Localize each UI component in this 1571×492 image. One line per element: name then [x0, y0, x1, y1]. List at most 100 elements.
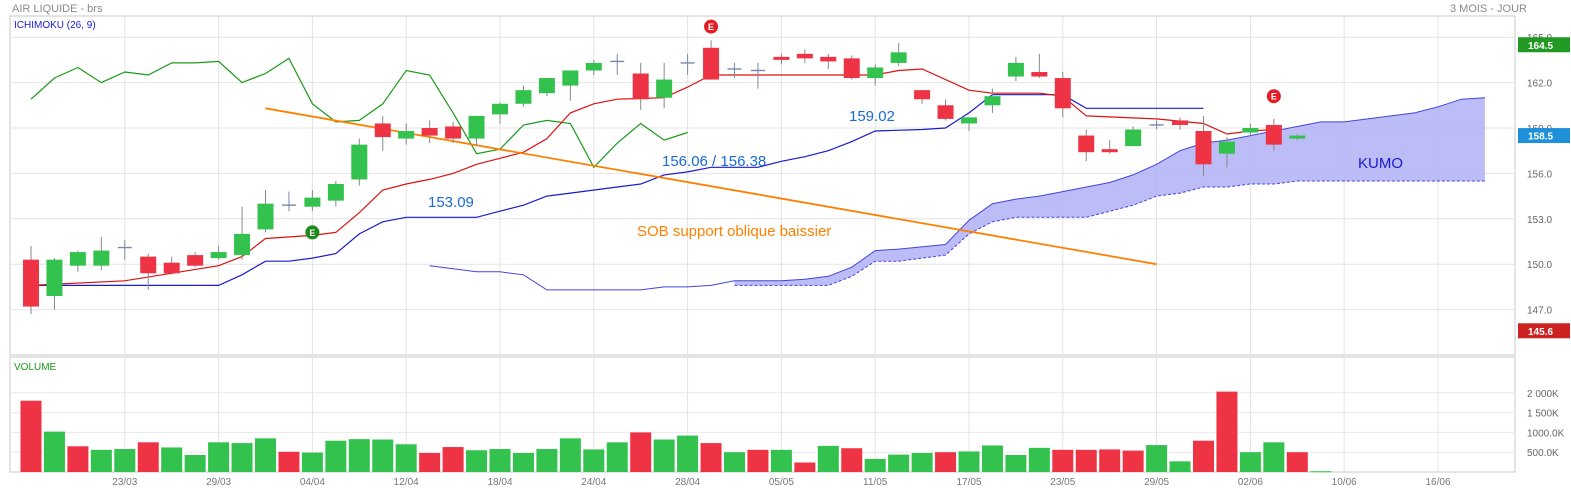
indicator-label: ICHIMOKU (26, 9) [14, 20, 96, 31]
candle [1031, 53, 1048, 79]
volume-bar [466, 450, 488, 472]
signal-marker: E [305, 225, 320, 240]
candle [327, 180, 344, 207]
volume-bar [1310, 471, 1332, 473]
candle [398, 123, 415, 145]
candle-body [492, 103, 508, 115]
volume-bar [442, 447, 464, 472]
candle-body [1054, 78, 1071, 109]
candle [515, 85, 532, 107]
candle-body [1172, 120, 1189, 125]
volume-bar [114, 449, 136, 472]
candle-body [1125, 129, 1142, 147]
candle [796, 49, 813, 63]
volume-bar [372, 439, 394, 472]
annotation-159-02: 159.02 [849, 108, 895, 125]
candle-body [1265, 124, 1282, 145]
price-badge-label: 158.5 [1528, 132, 1553, 143]
candle [562, 70, 579, 101]
volume-bar [20, 400, 42, 472]
candle [843, 55, 860, 80]
candle-body [796, 53, 813, 59]
candle [538, 78, 555, 97]
volume-label: VOLUME [14, 362, 57, 373]
candle-body [23, 259, 39, 307]
candle [1265, 118, 1282, 151]
candle [46, 258, 63, 310]
volume-bar [583, 449, 605, 472]
volume-bar [184, 454, 206, 472]
candle [23, 246, 39, 315]
volume-bar [1005, 454, 1027, 472]
volume-bar [419, 452, 441, 472]
candle [93, 236, 110, 271]
volume-tick-label: 500.0K [1527, 448, 1559, 459]
candle [961, 117, 977, 132]
candle [1007, 56, 1024, 82]
volume-bar [1099, 449, 1121, 472]
volume-bar [489, 449, 511, 472]
candle-body [468, 115, 485, 139]
candle-body [562, 70, 579, 86]
volume-bar [817, 445, 839, 472]
x-tick-label: 11/05 [863, 477, 888, 488]
kumo-cloud [734, 97, 1485, 286]
annotation-153-09: 153.09 [428, 194, 474, 211]
candle-body [374, 123, 391, 138]
candle [1172, 117, 1189, 130]
candle-body [69, 252, 86, 266]
volume-bar [1216, 391, 1238, 472]
volume-tick-label: 1000.0K [1527, 428, 1565, 439]
x-tick-label: 04/04 [300, 477, 325, 488]
price-badge-bg [1518, 323, 1570, 339]
candle [1101, 140, 1118, 154]
candle-body [210, 252, 227, 259]
candle [257, 190, 274, 233]
senkou-span-b-line [734, 180, 1485, 286]
kumo-label: KUMO [1358, 155, 1403, 172]
y-tick-label: 153.0 [1527, 215, 1552, 226]
candle [1195, 115, 1212, 177]
volume-bar [700, 443, 722, 472]
x-tick-label: 10/06 [1332, 477, 1357, 488]
candle-body [1101, 149, 1118, 153]
candle [984, 88, 1001, 113]
candle [750, 62, 765, 89]
candle [680, 53, 695, 76]
candle-body [867, 67, 884, 79]
price-badge-label: 145.6 [1528, 327, 1553, 338]
volume-bar [677, 435, 699, 472]
signal-marker-dot [305, 225, 320, 240]
y-tick-label: 150.0 [1527, 260, 1552, 271]
chart-title: AIR LIQUIDE - brs [12, 3, 103, 15]
signal-marker-dot [704, 19, 719, 34]
x-tick-label: 23/05 [1050, 477, 1075, 488]
volume-bar [255, 438, 276, 472]
candle-body [163, 262, 180, 274]
candle [1149, 120, 1164, 130]
candle-body [1218, 141, 1235, 154]
volume-bar [1286, 452, 1308, 472]
volume-bar [864, 458, 886, 472]
candle-body [656, 79, 673, 98]
volume-bar [653, 439, 675, 472]
chikou-span-line [30, 57, 688, 169]
candle [445, 121, 462, 144]
candle-body [914, 90, 931, 100]
volume-bar [794, 462, 816, 472]
x-tick-label: 28/04 [675, 477, 700, 488]
candle [163, 256, 180, 275]
x-tick-label: 24/04 [581, 477, 606, 488]
candle [867, 64, 884, 86]
signal-marker-label: E [708, 22, 714, 32]
candle [140, 253, 157, 290]
candle [890, 43, 907, 66]
candle [914, 90, 931, 104]
price-panel [9, 15, 1516, 356]
candle-body [843, 58, 860, 79]
x-tick-label: 18/04 [487, 477, 512, 488]
candle [773, 53, 790, 65]
volume-bar [841, 448, 863, 472]
volume-bar [208, 442, 230, 472]
candle-body [890, 52, 907, 63]
